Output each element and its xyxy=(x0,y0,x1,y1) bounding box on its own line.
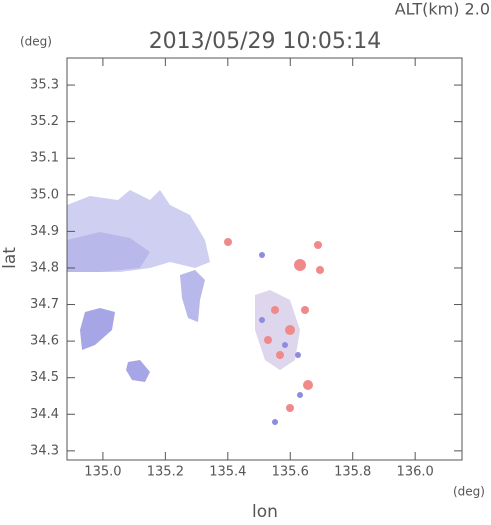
x-tick-label: 135.0 xyxy=(84,465,121,480)
y-tick-label: 34.8 xyxy=(30,260,59,275)
echo-cells xyxy=(259,252,303,425)
y-tick-label: 34.4 xyxy=(30,407,59,422)
echo-region xyxy=(180,270,205,322)
y-tick-label: 35.1 xyxy=(30,151,59,166)
y-tick-label: 34.7 xyxy=(30,297,59,312)
y-tick-label: 34.5 xyxy=(30,370,59,385)
y-tick-label: 34.3 xyxy=(30,443,59,458)
y-tick-label: 34.9 xyxy=(30,224,59,239)
x-tick-label: 135.2 xyxy=(147,465,184,480)
x-axis-label: lon xyxy=(252,502,278,521)
y-tick-label: 35.2 xyxy=(30,114,59,129)
radar-field xyxy=(67,190,324,425)
x-tick-label: 136.0 xyxy=(397,465,434,480)
chart-title: 2013/05/29 10:05:14 xyxy=(149,29,382,54)
echo-region xyxy=(67,232,150,272)
x-unit: (deg) xyxy=(453,485,485,499)
echo-region xyxy=(126,360,150,382)
echo-cells xyxy=(224,238,324,412)
y-tick-label: 34.6 xyxy=(30,334,59,349)
x-tick-label: 135.6 xyxy=(272,465,309,480)
y-axis-label: lat xyxy=(0,247,20,269)
x-tick-label: 135.4 xyxy=(209,465,246,480)
y-unit: (deg) xyxy=(20,35,52,49)
echo-region xyxy=(80,308,115,350)
plot-frame xyxy=(66,57,463,461)
y-tick-label: 35.3 xyxy=(30,78,59,93)
echo-region xyxy=(255,290,300,370)
y-tick-label: 35.0 xyxy=(30,187,59,202)
x-tick-label: 135.8 xyxy=(334,465,371,480)
altitude-label: ALT(km) 2.0 xyxy=(395,0,490,19)
